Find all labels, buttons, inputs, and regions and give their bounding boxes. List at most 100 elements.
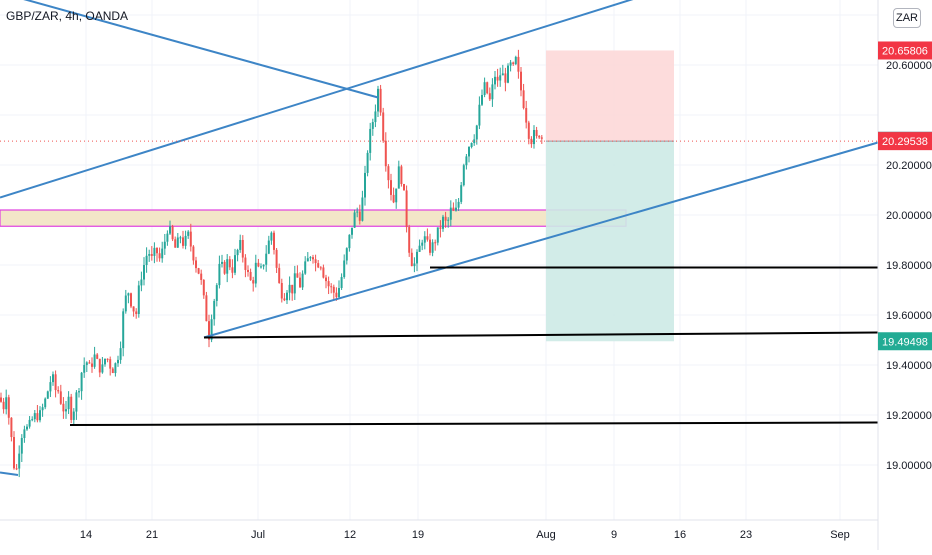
candle-body <box>449 207 452 220</box>
candle-body <box>234 255 236 273</box>
candle-body <box>457 201 460 208</box>
candle-body <box>130 293 132 307</box>
candle-body <box>262 264 265 267</box>
candle-body <box>226 259 229 274</box>
candle-body <box>65 409 67 412</box>
candle-body <box>397 166 400 189</box>
candle-body <box>473 139 476 144</box>
candle-body <box>371 122 374 129</box>
candle-body <box>156 247 158 254</box>
candle-body <box>366 152 369 173</box>
candle-body <box>143 265 145 280</box>
candle-body <box>525 108 528 123</box>
candle-body <box>423 236 426 243</box>
candle-body <box>46 391 49 399</box>
candle-body <box>410 252 413 267</box>
x-tick-label: 23 <box>740 529 752 541</box>
candle-body <box>486 82 489 94</box>
candle-body <box>416 251 418 264</box>
currency-badge[interactable]: ZAR <box>893 8 921 28</box>
x-tick-label: Jul <box>251 529 265 541</box>
candle-body <box>379 88 382 113</box>
candle-body <box>111 368 114 374</box>
candle-body <box>117 359 119 364</box>
candle-body <box>153 247 156 256</box>
support-zone-rect <box>0 209 627 227</box>
candle-body <box>468 147 470 157</box>
candle-body <box>83 365 86 373</box>
candle-body <box>273 232 275 250</box>
short-position-tool <box>546 50 674 342</box>
candle-body <box>509 62 512 66</box>
candle-body <box>470 143 473 148</box>
candle-body <box>26 426 28 430</box>
candle-body <box>369 128 372 153</box>
candle-body <box>189 231 192 247</box>
candle-body <box>304 261 307 274</box>
candle-body <box>499 75 502 81</box>
candle-body <box>527 122 530 139</box>
candle-body <box>106 358 109 360</box>
candle-body <box>223 261 226 274</box>
candle-body <box>431 242 434 253</box>
candle-body <box>88 362 91 364</box>
candle-body <box>169 226 171 234</box>
candle-body <box>330 286 333 288</box>
candle-body <box>280 282 283 299</box>
candle-body <box>309 257 312 259</box>
candle-body <box>57 390 60 392</box>
trend-line <box>203 141 879 339</box>
candle-body <box>104 358 106 365</box>
candle-body <box>278 267 281 283</box>
candle-body <box>2 401 5 410</box>
candle-body <box>247 269 249 272</box>
candle-body <box>478 104 481 126</box>
candle-body <box>520 71 522 91</box>
candle-body <box>483 82 486 95</box>
candle-body <box>491 84 494 100</box>
candle-body <box>41 407 44 411</box>
candle-body <box>150 254 153 256</box>
candle-body <box>538 136 541 138</box>
candle-body <box>275 249 278 268</box>
horizontal-level-line <box>69 421 879 426</box>
y-tick-label: 19.20000 <box>886 410 932 422</box>
candle-body <box>132 306 135 312</box>
candle-body <box>197 268 200 274</box>
candle-body <box>356 211 359 213</box>
candle-body <box>403 184 405 191</box>
candle-body <box>512 62 515 65</box>
candle-body <box>390 180 392 195</box>
candle-body <box>205 295 208 322</box>
candle-body <box>286 292 288 301</box>
candle-body <box>405 190 408 228</box>
candle-body <box>306 258 309 262</box>
candle-body <box>364 172 366 198</box>
price-badge-label: 20.65806 <box>882 45 928 57</box>
x-tick-label: 12 <box>344 529 356 541</box>
candle-body <box>62 403 65 412</box>
take-profit-area <box>546 141 674 342</box>
candle-body <box>202 279 205 296</box>
candle-body <box>54 374 57 391</box>
candle-body <box>200 273 203 280</box>
trend-line <box>23 0 379 99</box>
candle-body <box>265 253 268 265</box>
candle-body <box>475 125 478 140</box>
candle-body <box>496 76 499 81</box>
candle-body <box>148 254 151 256</box>
candle-body <box>96 354 99 359</box>
candle-body <box>49 382 52 392</box>
candle-body <box>299 277 301 288</box>
candle-body <box>145 255 148 266</box>
candle-body <box>122 311 125 349</box>
candle-body <box>140 279 143 286</box>
candle-body <box>218 263 221 286</box>
candle-body <box>59 391 62 404</box>
candle-body <box>252 280 255 284</box>
candle-body <box>0 397 2 402</box>
candle-body <box>127 293 130 296</box>
